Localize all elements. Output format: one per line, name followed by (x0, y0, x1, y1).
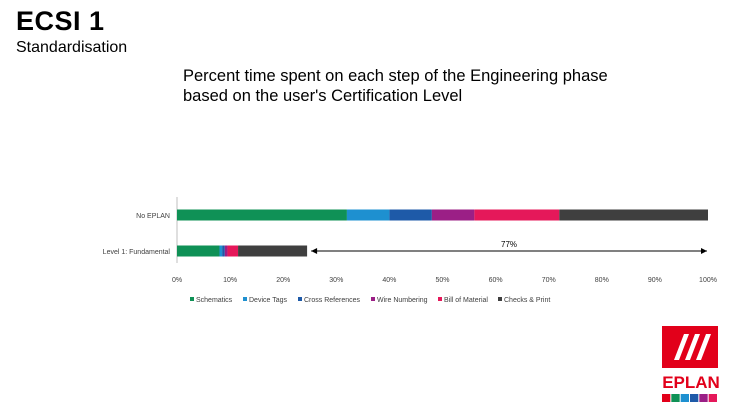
x-tick-label: 0% (172, 277, 182, 284)
legend-swatch (298, 297, 302, 301)
slide-subtitle: Standardisation (16, 39, 128, 56)
annotation-arrowhead-right (701, 248, 707, 254)
legend-swatch (498, 297, 502, 301)
category-label: Level 1: Fundamental (103, 249, 171, 256)
logo-stripe (662, 394, 671, 402)
logo-wordmark: EPLAN (662, 373, 720, 392)
logo-stripe (708, 394, 717, 402)
chart-title: Percent time spent on each step of the E… (183, 67, 608, 105)
bar-segment (219, 245, 223, 257)
bar-segment (222, 245, 225, 257)
legend-label: Device Tags (249, 297, 288, 304)
x-tick-label: 70% (542, 277, 556, 284)
legend-label: Wire Numbering (377, 297, 428, 304)
x-tick-label: 30% (329, 277, 343, 284)
bar-segment (559, 209, 708, 221)
legend-swatch (438, 297, 442, 301)
bar-segment (227, 245, 239, 257)
annotation-arrowhead-left (311, 248, 318, 254)
legend-swatch (371, 297, 375, 301)
logo-stripe (690, 394, 699, 402)
bar-segment (389, 209, 432, 221)
legend-swatch (243, 297, 247, 301)
x-tick-label: 100% (699, 277, 717, 284)
x-tick-label: 80% (595, 277, 609, 284)
logo-stripe (671, 394, 680, 402)
bar-segment (177, 209, 347, 221)
x-tick-label: 20% (276, 277, 290, 284)
bar-segment (431, 209, 475, 221)
bar-segment (474, 209, 560, 221)
legend-label: Cross References (304, 297, 361, 304)
slide-title: ECSI 1 (16, 6, 105, 36)
x-tick-label: 10% (223, 277, 237, 284)
x-tick-label: 50% (435, 277, 449, 284)
logo-stripe (699, 394, 708, 402)
bar-segment (224, 245, 228, 257)
x-tick-label: 60% (489, 277, 503, 284)
annotation-label: 77% (501, 240, 517, 249)
bar-segment (177, 245, 220, 257)
legend-label: Bill of Material (444, 297, 488, 304)
legend-swatch (190, 297, 194, 301)
logo-stripe (680, 394, 689, 402)
legend-label: Checks & Print (504, 297, 550, 304)
x-tick-label: 40% (382, 277, 396, 284)
bar-segment (238, 245, 308, 257)
x-tick-label: 90% (648, 277, 662, 284)
bar-segment (346, 209, 390, 221)
eplan-logo: EPLAN (660, 326, 720, 404)
legend-label: Schematics (196, 297, 233, 304)
category-label: No EPLAN (136, 213, 170, 220)
